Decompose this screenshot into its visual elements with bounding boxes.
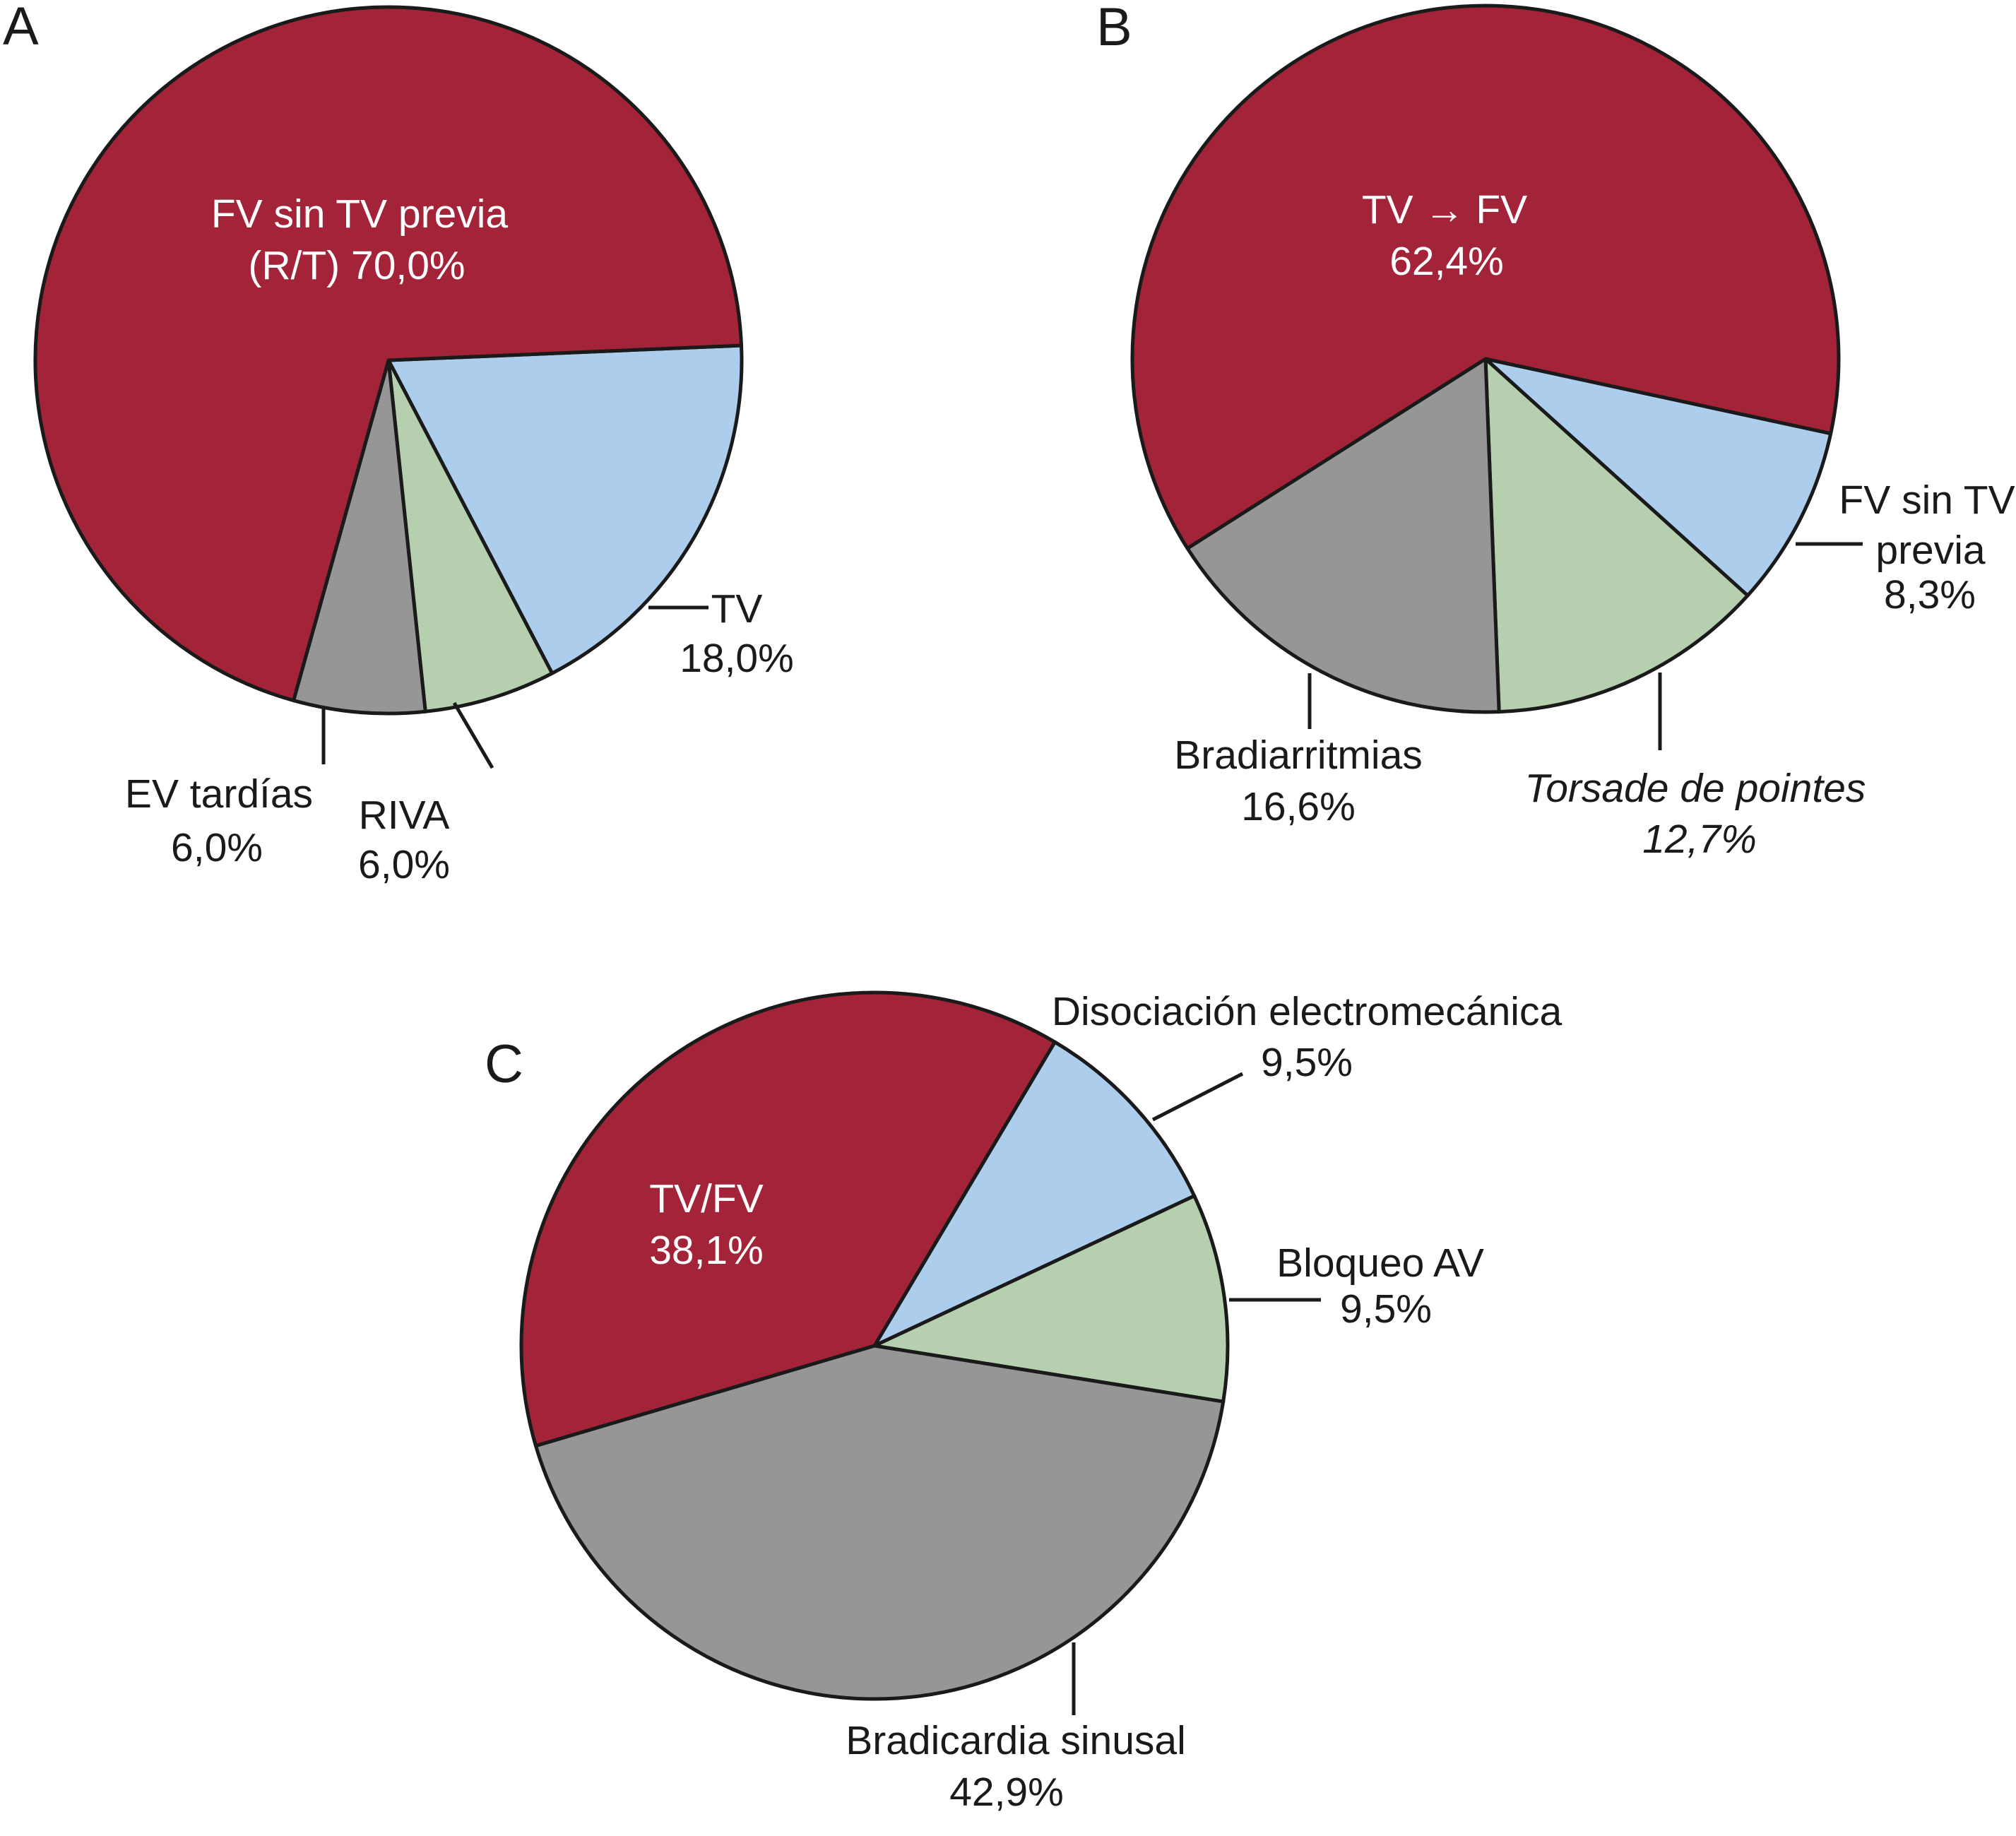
slice-label-bradiarritmias-line1: Bradiarritmias [1174, 733, 1423, 778]
slice-label-fv-sin-tv-previa-line2: previa [1875, 528, 1986, 573]
pie-slice-torsade-de-pointes [1483, 357, 1750, 714]
pie-slice-bloqueo-av [872, 1194, 1230, 1404]
pie-slice-ev-tard-as [292, 358, 427, 716]
slice-label-tv-fv-line2: 62,4% [1389, 239, 1504, 284]
slice-label-disociaci-n-electromec-nica-line2: 9,5% [1261, 1040, 1353, 1085]
slice-label-tv-fv-line1: TV/FV [649, 1176, 764, 1221]
pie-slice-tv [386, 343, 744, 675]
panel-letter-b: B [1096, 0, 1132, 57]
slice-label-fv-sin-tv-previa-line1: FV sin TV [1839, 478, 2015, 523]
slice-label-bradicardia-sinusal-line1: Bradicardia sinusal [846, 1718, 1186, 1763]
slice-label-tv-fv-line2: 38,1% [649, 1228, 764, 1273]
slice-label-bradiarritmias-line2: 16,6% [1241, 784, 1356, 829]
slice-label-bradicardia-sinusal-line2: 42,9% [949, 1770, 1064, 1815]
slice-label-fv-sin-tv-previa-r-t-line2: (R/T) 70,0% [248, 243, 465, 288]
pie-slice-riva [386, 358, 555, 713]
panel-letter-a: A [3, 0, 39, 57]
pie-slice-fv-sin-tv-previa [1483, 357, 1833, 598]
leader-line-disociaci-n-electromec-nica [1151, 1072, 1244, 1122]
slice-label-disociaci-n-electromec-nica-line1: Disociación electromecánica [1052, 989, 1563, 1034]
panel-letter-c: C [485, 1034, 523, 1094]
slice-label-bloqueo-av-line2: 9,5% [1340, 1286, 1432, 1332]
slice-label-riva-line2: 6,0% [358, 842, 450, 887]
slice-label-fv-sin-tv-previa-line3: 8,3% [1884, 572, 1976, 617]
slice-label-torsade-de-pointes-line1: Torsade de pointes [1525, 766, 1866, 811]
slice-label-torsade-de-pointes-line2: 12,7% [1642, 817, 1757, 862]
slice-label-ev-tard-as-line2: 6,0% [171, 825, 263, 870]
slice-label-tv-fv-line1: TV → FV [1362, 187, 1527, 232]
pie-slice-tv-fv [519, 990, 1057, 1448]
slice-label-ev-tard-as-line1: EV tardías [125, 771, 313, 817]
pie-slice-disociaci-n-electromec-nica [872, 1040, 1197, 1348]
leader-line-riva [452, 701, 494, 769]
pie-slice-fv-sin-tv-previa-r-t [33, 5, 744, 703]
pie-slice-bradiarritmias [1185, 357, 1501, 714]
slice-label-tv-line2: 18,0% [680, 636, 794, 681]
pie-slice-bradicardia-sinusal [533, 1344, 1226, 1701]
slice-label-bloqueo-av-line1: Bloqueo AV [1276, 1240, 1484, 1286]
slice-label-fv-sin-tv-previa-r-t-line1: FV sin TV previa [211, 191, 509, 237]
slice-label-riva-line1: RIVA [359, 793, 450, 838]
pie-slice-tv-fv [1130, 4, 1841, 550]
slice-label-tv-line1: TV [711, 586, 763, 632]
